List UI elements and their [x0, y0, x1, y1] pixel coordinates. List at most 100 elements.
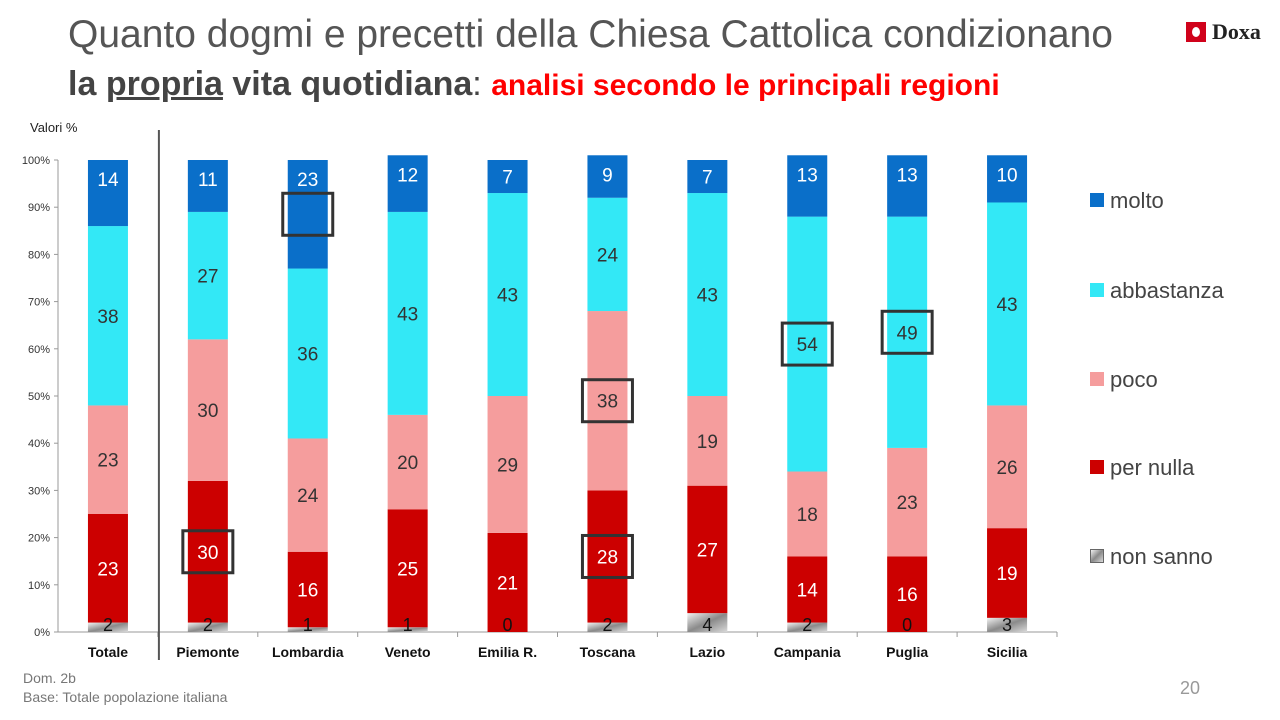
data-label: 19 [697, 432, 718, 453]
data-label: 54 [797, 335, 819, 356]
y-tick-label: 20% [28, 533, 50, 545]
bar-segment [87, 226, 128, 406]
bar-segment [187, 160, 228, 212]
highlight-box [580, 533, 634, 579]
y-tick-label: 10% [28, 580, 50, 592]
data-label: 3 [1002, 615, 1012, 635]
bar-segment [287, 551, 328, 628]
data-label: 2 [203, 615, 213, 635]
data-label: 38 [97, 307, 118, 328]
page-number: 20 [1180, 678, 1201, 698]
data-label: 25 [397, 559, 418, 580]
bar-segment [987, 155, 1028, 203]
bar-segment [487, 532, 528, 632]
data-label: 23 [97, 451, 118, 472]
bar-segment [987, 202, 1028, 406]
title-colon: : [472, 65, 492, 103]
highlight-box [181, 529, 235, 575]
data-label: 2 [602, 615, 612, 635]
data-label: 26 [996, 458, 1017, 479]
bar-segment [487, 396, 528, 533]
bar-segment [387, 211, 428, 415]
bar-segment [687, 613, 728, 632]
bar-segment [987, 405, 1028, 529]
bar-segment [287, 438, 328, 552]
data-label: 2 [103, 615, 113, 635]
legend-label: non sanno [1110, 544, 1213, 569]
bar-segment [687, 160, 728, 194]
data-label: 38 [597, 392, 618, 413]
legend-label: molto [1110, 188, 1164, 213]
x-tick-label: Piemonte [176, 644, 239, 660]
data-label: 43 [497, 286, 518, 307]
title-red-subtitle: analisi secondo le principali regioni [491, 69, 1000, 102]
bar-segment [687, 485, 728, 614]
legend-swatch [1090, 193, 1104, 207]
x-tick-label: Veneto [385, 644, 431, 660]
bar-segment [387, 509, 428, 628]
bar-segment [387, 627, 428, 632]
y-tick-label: 90% [28, 202, 50, 214]
legend-swatch [1090, 460, 1104, 474]
data-label: 27 [697, 540, 718, 561]
highlight-box [281, 191, 335, 237]
y-tick-label: 30% [28, 485, 50, 497]
bar-segment [787, 471, 828, 557]
data-label: 23 [297, 170, 318, 191]
y-tick-label: 80% [28, 249, 50, 261]
bar-segment [387, 155, 428, 212]
footer-question: Dom. 2b [23, 670, 76, 686]
values-unit-label: Valori % [30, 120, 78, 135]
bar-segment [187, 211, 228, 340]
bar-segment [787, 622, 828, 632]
doxa-logo: Doxa [1186, 19, 1274, 46]
data-label: 7 [502, 168, 513, 189]
bar-segment [87, 405, 128, 514]
bar-segment [587, 155, 628, 198]
data-label: 11 [198, 170, 218, 191]
x-tick-label: Totale [88, 644, 128, 660]
slide-title-line2: la propria vita quotidiana: analisi seco… [68, 62, 1000, 108]
data-label: 14 [797, 581, 819, 602]
bar-segment [287, 627, 328, 632]
bar-segment [887, 447, 928, 557]
y-tick-label: 60% [28, 344, 50, 356]
x-tick-label: Puglia [886, 644, 928, 660]
title-underlined-word: propria [105, 65, 223, 103]
data-label: 30 [197, 543, 218, 564]
y-tick-label: 100% [22, 155, 50, 167]
bar-segment [187, 480, 228, 623]
data-label: 18 [797, 505, 818, 526]
data-label: 1 [303, 615, 313, 635]
data-label: 36 [297, 345, 318, 366]
data-label: 10 [996, 165, 1017, 186]
bar-segment [487, 160, 528, 194]
legend-item: non sanno [1090, 544, 1213, 570]
data-label: 28 [597, 547, 618, 568]
data-label: 0 [902, 615, 912, 635]
legend-item: abbastanza [1090, 278, 1224, 304]
highlight-box [580, 378, 634, 424]
bar-segment [887, 155, 928, 217]
data-label: 20 [397, 453, 418, 474]
bar-segment [587, 490, 628, 623]
x-tick-label: Campania [774, 644, 841, 660]
bar-segment [787, 556, 828, 623]
legend-item: poco [1090, 367, 1158, 393]
highlight-box [780, 321, 834, 367]
data-label: 13 [897, 165, 918, 186]
data-label: 49 [897, 323, 918, 344]
legend-swatch [1090, 283, 1104, 297]
x-tick-label: Lombardia [272, 644, 344, 660]
data-label: 16 [297, 581, 318, 602]
non-sanno-swatch-icon [1090, 549, 1104, 563]
bar-segment [687, 396, 728, 486]
data-label: 4 [702, 615, 712, 635]
legend-item: molto [1090, 188, 1164, 214]
data-label: 43 [397, 304, 418, 325]
bar-segment [87, 514, 128, 623]
x-tick-label: Lazio [689, 644, 725, 660]
data-label: 13 [797, 165, 818, 186]
data-label: 30 [197, 401, 218, 422]
doxa-logo-text: Doxa [1212, 19, 1261, 44]
